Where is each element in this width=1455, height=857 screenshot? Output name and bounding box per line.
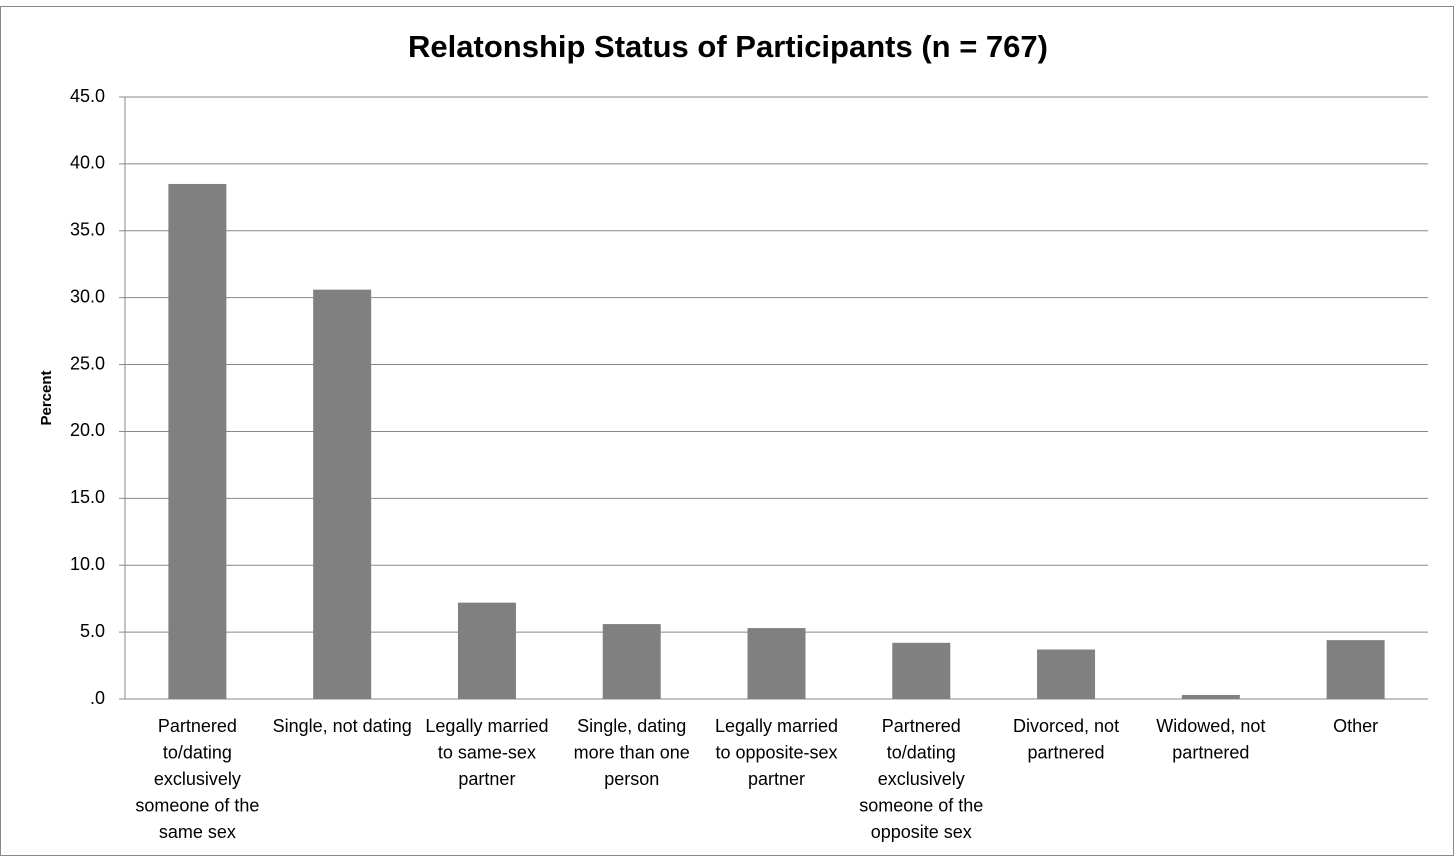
x-tick-label: Legally married to opposite-sex partner — [715, 716, 838, 789]
x-tick-label: Divorced, not partnered — [1013, 716, 1119, 763]
y-axis-label: Percent — [38, 370, 55, 425]
bar — [1181, 694, 1240, 699]
y-tick-label: 35.0 — [70, 220, 105, 240]
x-tick-label: Single, not dating — [273, 716, 412, 736]
bar — [1037, 649, 1096, 699]
x-tick-label: Other — [1333, 716, 1378, 736]
y-tick-label: 45.0 — [70, 86, 105, 106]
y-tick-label: .0 — [90, 688, 105, 708]
bar — [747, 628, 806, 699]
y-tick-label: 40.0 — [70, 153, 105, 173]
x-tick-label: Legally married to same-sex partner — [425, 716, 548, 789]
y-tick-label: 5.0 — [80, 621, 105, 641]
bar — [168, 183, 227, 699]
y-tick-label: 20.0 — [70, 420, 105, 440]
bar — [1326, 640, 1385, 699]
chart-title: Relatonship Status of Participants (n = … — [408, 29, 1048, 64]
y-tick-label: 25.0 — [70, 353, 105, 373]
bar — [602, 624, 661, 699]
bar — [457, 602, 516, 699]
x-tick-label: Partnered to/dating exclusively someone of … — [135, 716, 259, 842]
bar — [313, 289, 372, 699]
x-tick-label: Single, dating more than one person — [574, 716, 690, 789]
bar — [892, 642, 951, 699]
y-tick-label: 15.0 — [70, 487, 105, 507]
y-tick-label: 10.0 — [70, 554, 105, 574]
x-tick-label: Widowed, not partnered — [1156, 716, 1265, 763]
x-tick-label: Partnered to/dating exclusively someone of … — [859, 716, 983, 842]
y-tick-label: 30.0 — [70, 286, 105, 306]
